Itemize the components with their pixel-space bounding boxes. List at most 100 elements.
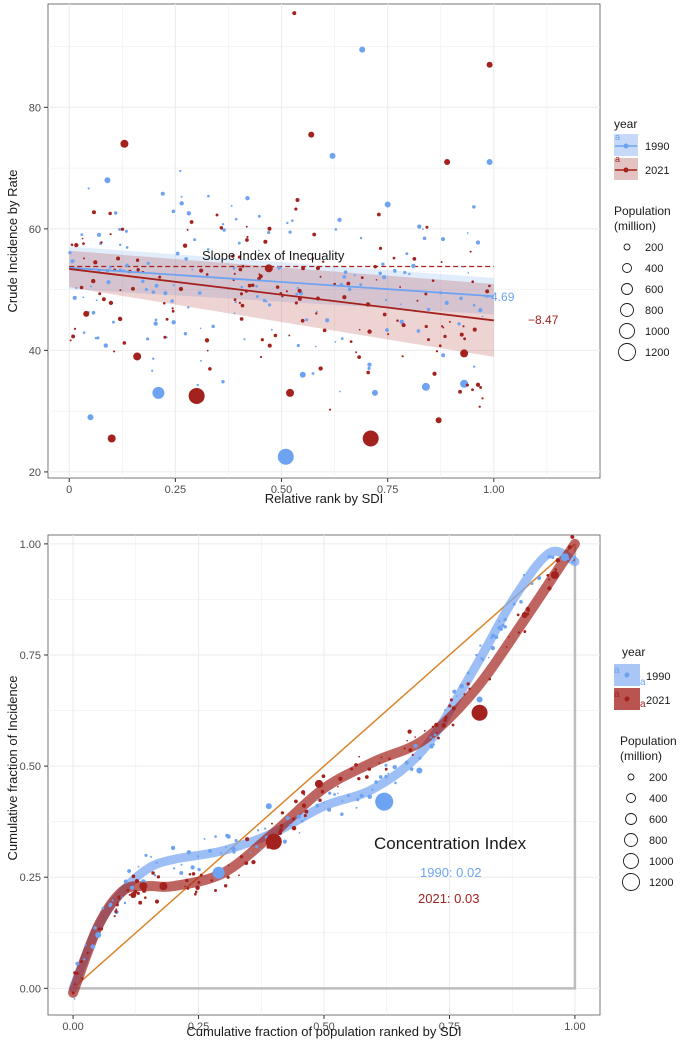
slope-point-1990 (245, 195, 250, 201)
slope-point-2021 (70, 243, 74, 247)
slope-point-1990 (340, 337, 344, 340)
concentration-point-2021 (271, 822, 273, 825)
concentration-point-2021 (154, 899, 160, 904)
concentration-point-1990 (249, 851, 252, 854)
slope-point-1990 (329, 152, 336, 159)
slope-point-1990 (472, 205, 476, 209)
slope-point-2021 (459, 332, 464, 337)
concentration-y-tick-label: 0.25 (20, 872, 41, 884)
slope-point-2021 (294, 207, 298, 211)
legend-size-circle (625, 813, 637, 825)
slope-point-2021 (392, 256, 396, 260)
concentration-point-2021 (441, 723, 447, 728)
slope-point-1990 (257, 214, 261, 218)
slope-point-1990 (459, 296, 463, 301)
slope-point-1990 (291, 219, 294, 222)
slope-point-2021 (424, 292, 428, 296)
slope-point-2021 (275, 285, 280, 289)
concentration-point-1990 (340, 812, 344, 816)
slope-point-2021 (206, 349, 209, 352)
concentration-point-1990 (327, 807, 332, 812)
slope-point-1990 (296, 343, 300, 348)
slope-point-2021 (488, 284, 491, 288)
slope-point-2021 (258, 274, 263, 279)
slope-y-axis-title: Crude Incidence by Rate (5, 169, 20, 312)
slope-point-1990 (378, 271, 382, 276)
slope-point-2021 (342, 295, 347, 300)
slope-point-2021 (357, 355, 361, 359)
slope-point-2021 (378, 246, 383, 250)
legend-dot-1990 (623, 143, 629, 149)
concentration-y-axis-title: Cumulative fraction of Incidence (5, 676, 20, 861)
concentration-point-1990 (75, 961, 80, 966)
concentration-point-2021 (406, 739, 409, 742)
legend-size-label: 800 (645, 305, 663, 317)
concentration-point-2021 (471, 704, 488, 721)
concentration-point-2021 (403, 747, 406, 750)
legend-pop-title-1: Population (614, 204, 671, 218)
concentration-point-2021 (521, 612, 528, 618)
slope-point-1990 (325, 318, 330, 323)
slope-point-2021 (267, 343, 272, 348)
concentration-point-1990 (172, 867, 176, 870)
slope-point-1990 (481, 315, 484, 318)
concentration-point-2021 (195, 885, 200, 891)
slope-point-2021 (438, 344, 442, 348)
concentration-point-1990 (487, 656, 490, 659)
concentration-point-2021 (71, 991, 75, 995)
concentration-point-2021 (280, 811, 285, 815)
slope-point-2021 (349, 340, 353, 344)
legend-size-label: 800 (649, 835, 667, 847)
slope-point-2021 (360, 276, 364, 280)
slope-point-2021 (431, 279, 435, 282)
slope-point-1990 (403, 270, 407, 275)
slope-point-1990 (97, 232, 102, 237)
slope-point-1990 (399, 303, 402, 306)
slope-point-1990 (179, 169, 182, 173)
slope-point-1990 (311, 372, 315, 375)
concentration-point-1990 (170, 845, 176, 851)
slope-point-2021 (91, 210, 96, 215)
slope-point-1990 (359, 46, 366, 53)
slope-point-1990 (96, 336, 100, 340)
concentration-point-1990 (413, 743, 418, 748)
slope-point-1990 (154, 283, 159, 288)
slope-point-2021 (136, 268, 140, 272)
slope-x-tick-label: 0.75 (377, 484, 398, 496)
legend-size-circle (624, 833, 638, 847)
slope-point-1990 (124, 229, 128, 233)
legend2-label-1990: 1990 (646, 671, 670, 683)
concentration-point-2021 (244, 861, 249, 866)
concentration-y-tick-label: 1.00 (20, 539, 41, 551)
concentration-point-1990 (323, 802, 325, 804)
slope-point-1990 (292, 252, 295, 255)
slope-point-2021 (246, 235, 249, 239)
concentration-point-1990 (137, 865, 140, 868)
slope-point-2021 (74, 242, 79, 248)
legend-label-2021: 2021 (645, 165, 669, 177)
concentration-point-1990 (232, 850, 236, 854)
legend-size-label: 200 (649, 772, 667, 784)
slope-point-1990 (467, 272, 470, 274)
slope-point-2021 (362, 430, 379, 447)
slope-point-1990 (473, 365, 476, 368)
legend-pop-title-2: (million) (614, 219, 656, 233)
concentration-point-1990 (522, 573, 526, 577)
concentration-point-1990 (359, 793, 364, 798)
slope-point-1990 (243, 338, 246, 341)
concentration-point-1990 (288, 823, 292, 827)
slope-point-1990 (108, 265, 112, 269)
legend-size-circle (627, 773, 635, 781)
slope-point-1990 (270, 328, 273, 331)
concentration-point-1990 (296, 814, 301, 819)
concentration-equality-frame (73, 543, 577, 990)
concentration-point-2021 (378, 762, 381, 764)
concentration-point-1990 (384, 774, 388, 779)
slope-point-2021 (308, 131, 315, 138)
slope-point-1990 (82, 296, 85, 299)
slope-point-1990 (193, 238, 197, 242)
slope-point-1990 (381, 262, 385, 266)
concentration-point-1990 (150, 855, 153, 858)
slope-point-1990 (171, 320, 176, 325)
slope-point-2021 (239, 292, 244, 296)
